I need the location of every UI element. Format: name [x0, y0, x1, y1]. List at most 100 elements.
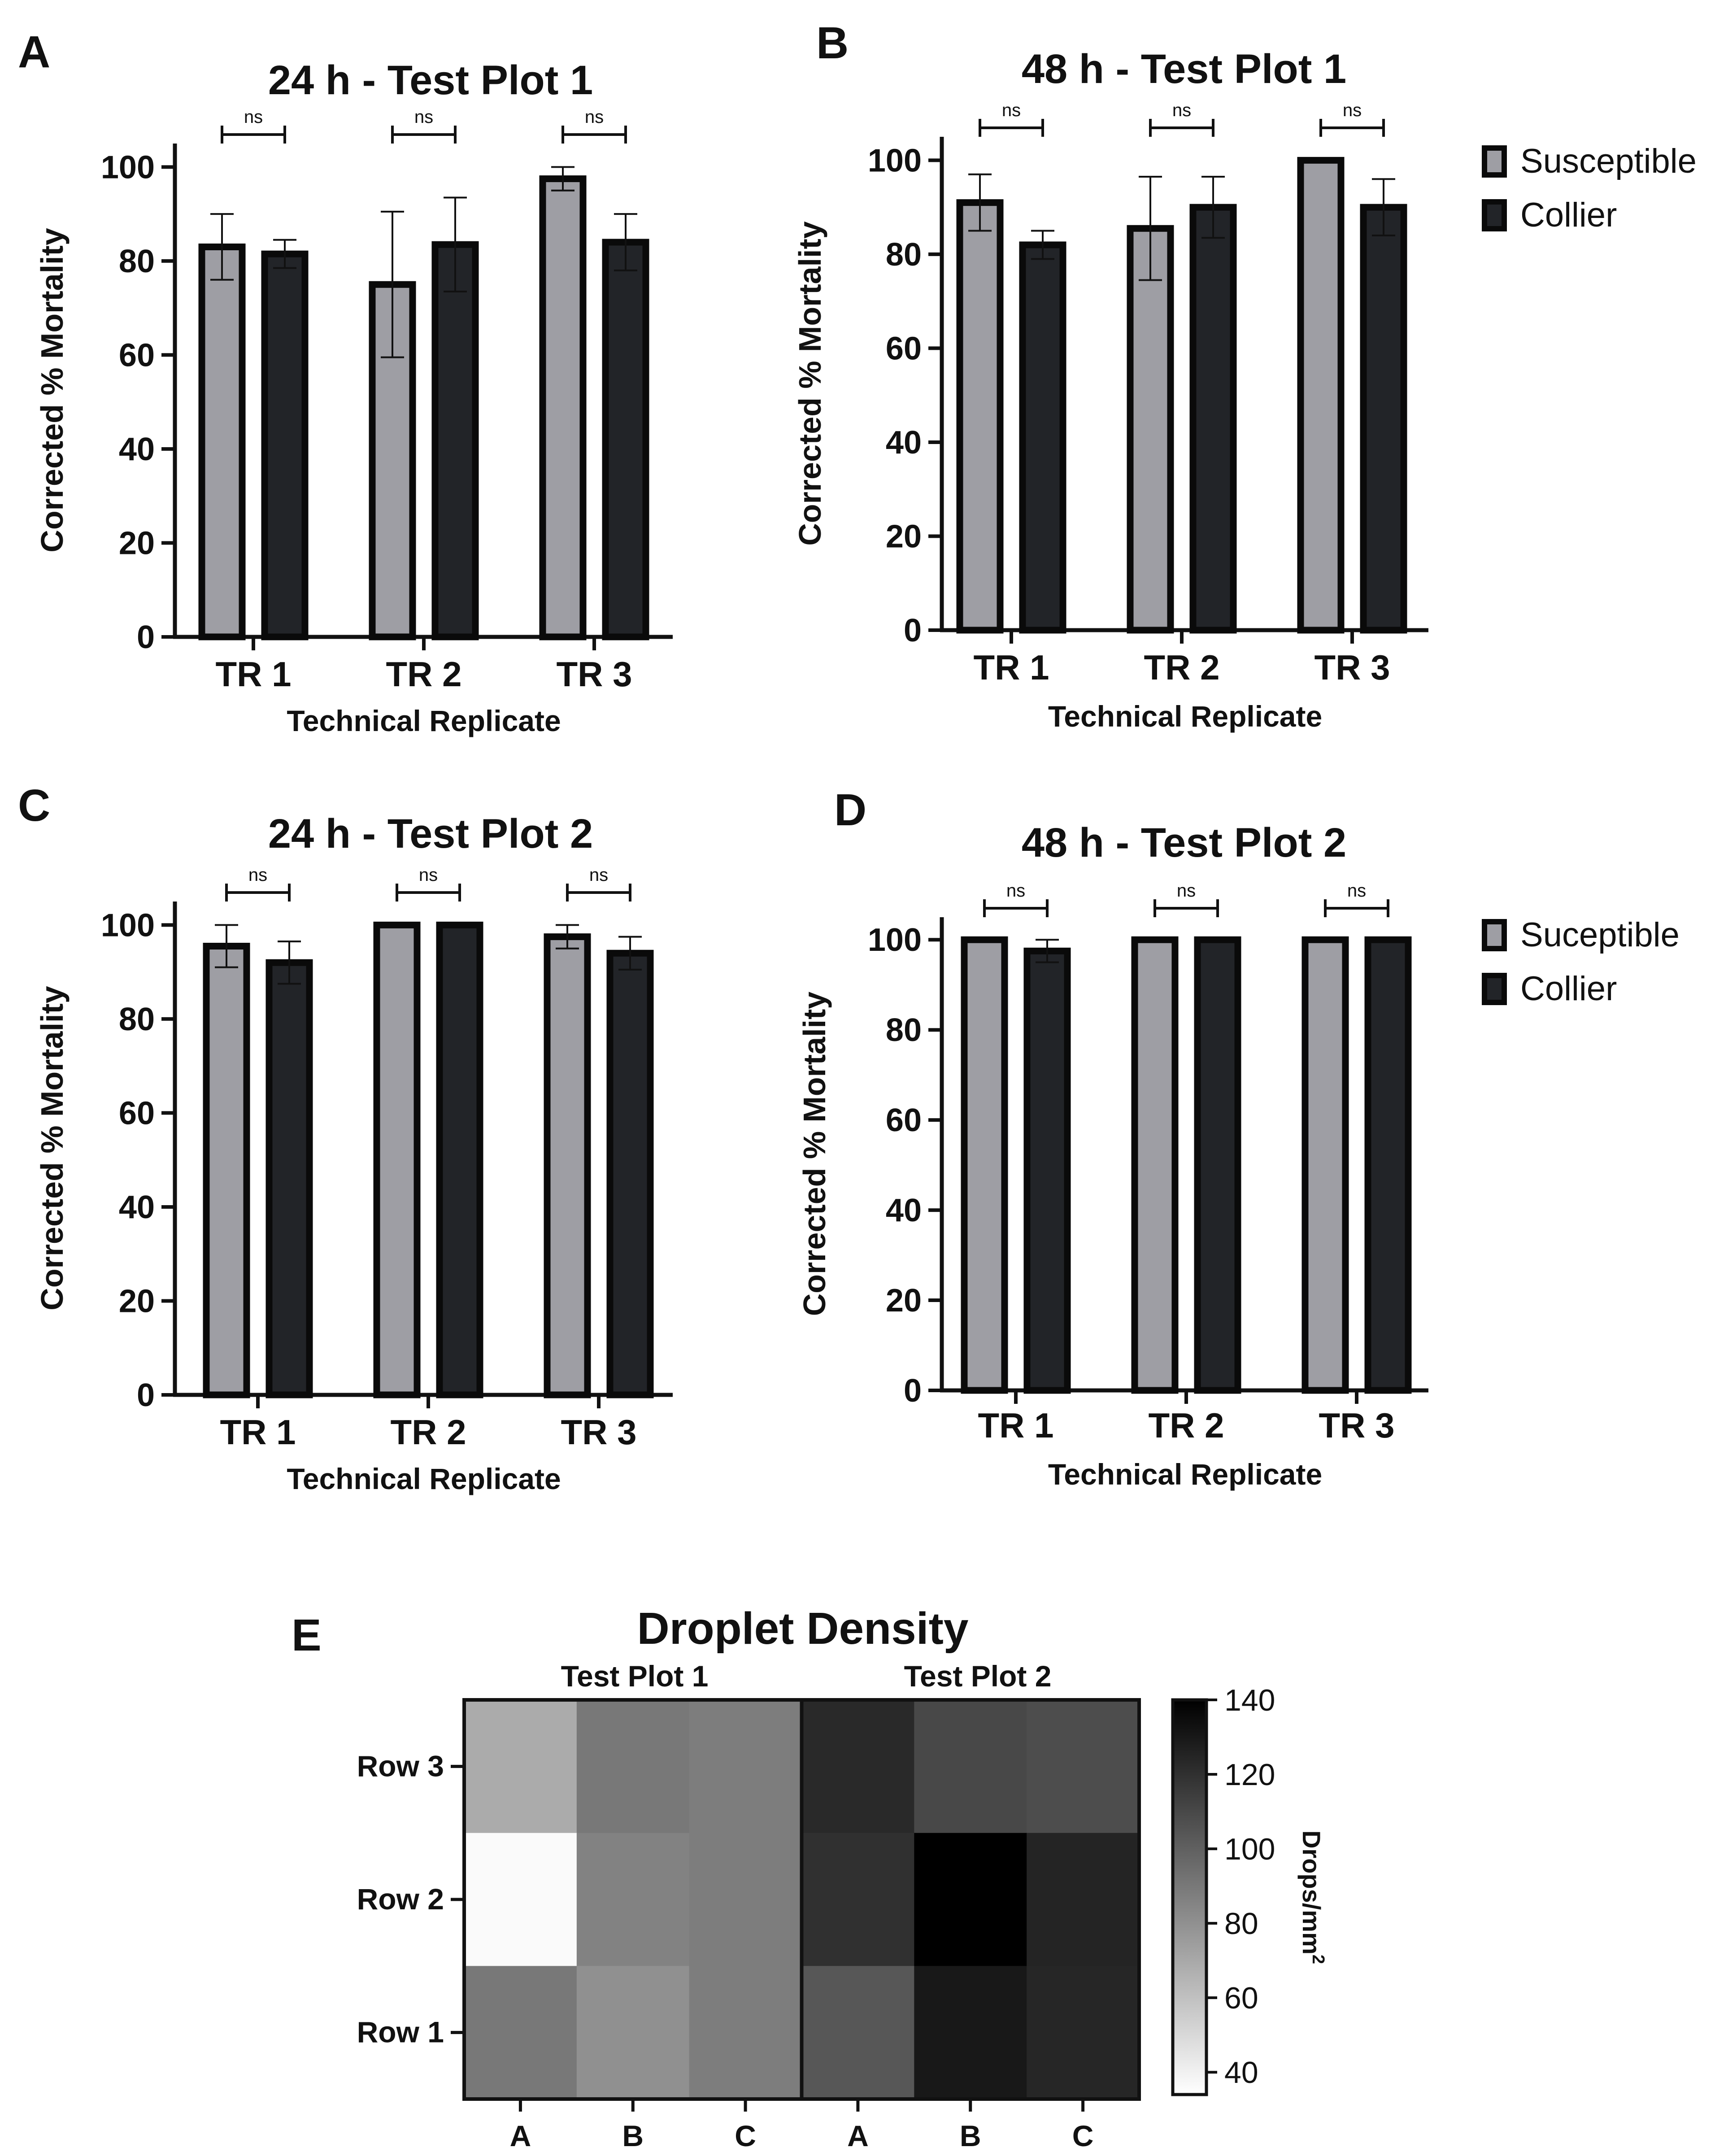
heatmap-cell: [914, 1700, 1027, 1834]
heatmap-cell: [464, 1833, 577, 1967]
y-axis-label: Corrected % Mortality: [35, 228, 70, 553]
y-tick-label: 40: [886, 425, 922, 461]
heatmap-cell: [914, 1966, 1027, 2099]
row-label: Row 2: [357, 1882, 444, 1916]
x-tick-label: TR 3: [556, 654, 632, 694]
legend-swatch: [1482, 199, 1507, 231]
row-label: Row 3: [357, 1749, 444, 1782]
legend-swatch: [1482, 973, 1507, 1005]
panel-label-d: D: [834, 785, 866, 835]
heatmap-title: Droplet Density: [637, 1603, 968, 1654]
bar-suceptible: [961, 936, 1008, 1394]
x-tick-label: TR 3: [1319, 1406, 1394, 1445]
y-tick-label: 20: [886, 518, 922, 554]
heatmap-group-label: Test Plot 1: [561, 1659, 709, 1693]
bar-collier: [1189, 204, 1237, 634]
colorbar-tick-label: 60: [1224, 1981, 1258, 2015]
bar-chart-c: 24 h - Test Plot 2 Corrected % Mortality T…: [35, 811, 673, 1495]
bar-collier: [606, 950, 654, 1398]
bar-susceptible: [539, 175, 587, 640]
bar-collier: [1360, 204, 1407, 634]
x-axis-label: Technical Replicate: [1048, 700, 1322, 733]
x-tick-label: TR 2: [390, 1412, 466, 1452]
bar-chart-a: 24 h - Test Plot 1 Corrected % Mortality T…: [35, 57, 673, 737]
heatmap-cell: [689, 1966, 802, 2099]
y-tick-label: 0: [137, 1377, 155, 1413]
colorbar-label-text: Drops/mm: [1297, 1830, 1326, 1955]
heatmap-cell: [576, 1966, 690, 2099]
legend-label: Collier: [1520, 196, 1617, 234]
x-axis-label: Technical Replicate: [1048, 1458, 1322, 1491]
bar-susceptible: [956, 199, 1004, 634]
heatmap-cell: [689, 1700, 802, 1834]
bar-chart-b: 48 h - Test Plot 1 Corrected % Mortality T…: [792, 46, 1697, 733]
bar-chart-d: 48 h - Test Plot 2 Corrected % Mortality T…: [797, 820, 1680, 1491]
bar-collier: [1019, 241, 1066, 634]
column-label: A: [510, 2119, 531, 2152]
significance-label: ns: [1006, 881, 1025, 901]
legend-swatch: [1482, 145, 1507, 178]
bar-collier: [266, 959, 313, 1398]
bar-susceptible: [1127, 225, 1174, 634]
y-tick-label: 80: [119, 244, 155, 279]
heatmap-cell: [801, 1833, 915, 1967]
significance-label: ns: [585, 107, 604, 127]
x-tick-label: TR 3: [1314, 648, 1390, 687]
y-tick-label: 40: [119, 431, 155, 467]
heatmap-cell: [1027, 1833, 1140, 1967]
x-tick-label: TR 1: [978, 1406, 1053, 1445]
heatmap-cell: [1027, 1966, 1140, 2099]
bar-susceptible: [203, 943, 250, 1398]
colorbar: [1171, 1698, 1208, 2096]
y-tick-label: 100: [868, 922, 922, 958]
legend-label: Collier: [1520, 970, 1617, 1008]
heatmap-cell: [801, 1700, 915, 1834]
colorbar-tick-label: 100: [1224, 1832, 1275, 1866]
heatmap-cell: [1027, 1700, 1140, 1834]
colorbar-label: Drops/mm2: [1297, 1830, 1328, 1964]
y-tick-label: 0: [904, 613, 922, 649]
y-tick-label: 100: [101, 149, 155, 185]
colorbar-tick-label: 80: [1224, 1907, 1258, 1941]
significance-label: ns: [248, 865, 267, 885]
significance-label: ns: [1002, 100, 1021, 120]
y-tick-label: 80: [119, 1002, 155, 1037]
heatmap-cell: [689, 1833, 802, 1967]
chart-title: 48 h - Test Plot 2: [1022, 820, 1346, 866]
bar-suceptible: [1131, 936, 1179, 1394]
y-tick-label: 40: [886, 1193, 922, 1228]
significance-label: ns: [244, 107, 263, 127]
significance-label: ns: [589, 865, 608, 885]
heatmap-cell: [464, 1966, 577, 2099]
heatmap-cell: [576, 1700, 690, 1834]
legend-swatch: [1482, 919, 1507, 951]
y-tick-label: 100: [868, 143, 922, 179]
y-tick-label: 80: [886, 237, 922, 273]
column-label: C: [735, 2119, 756, 2152]
column-label: B: [622, 2119, 644, 2152]
column-label: B: [960, 2119, 981, 2152]
panel-label-b: B: [816, 18, 849, 68]
panel-label-e: E: [292, 1610, 322, 1660]
bar-collier: [1194, 936, 1241, 1394]
significance-label: ns: [419, 865, 438, 885]
x-tick-label: TR 2: [386, 654, 461, 694]
x-tick-label: TR 1: [220, 1412, 296, 1452]
chart-title: 24 h - Test Plot 2: [268, 811, 593, 857]
y-axis-label: Corrected % Mortality: [35, 986, 70, 1311]
x-tick-label: TR 1: [215, 654, 291, 694]
y-tick-label: 40: [119, 1189, 155, 1225]
row-label: Row 1: [357, 2016, 444, 2049]
bar-collier: [602, 239, 649, 640]
bar-susceptible: [373, 921, 421, 1398]
y-tick-label: 20: [119, 525, 155, 561]
colorbar-tick-label: 140: [1224, 1683, 1275, 1717]
bar-susceptible: [198, 243, 246, 640]
bar-suceptible: [1301, 936, 1349, 1394]
heatmap-group-label: Test Plot 2: [904, 1659, 1052, 1693]
x-tick-label: TR 3: [561, 1412, 636, 1452]
y-tick-label: 60: [886, 1102, 922, 1138]
bar-collier: [436, 921, 483, 1398]
x-tick-label: TR 1: [973, 648, 1049, 687]
x-axis-label: Technical Replicate: [287, 1462, 561, 1495]
